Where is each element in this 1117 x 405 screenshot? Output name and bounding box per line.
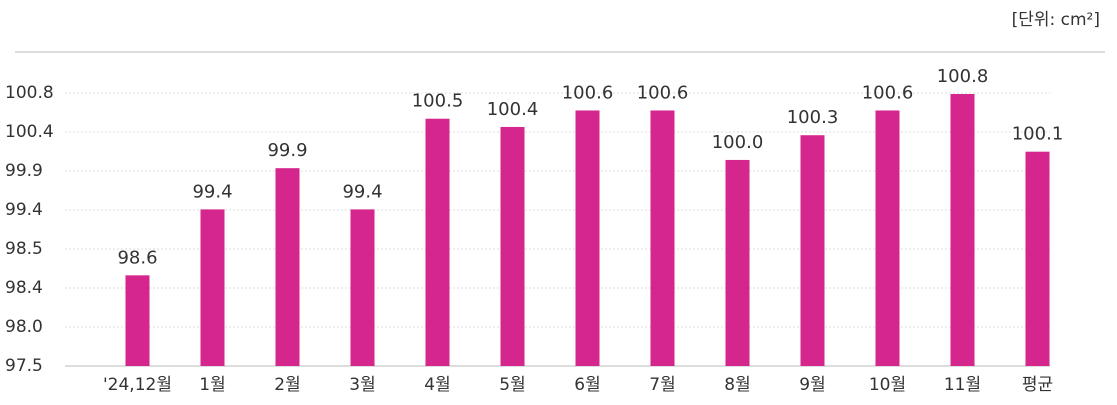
x-tick-label: 10월 [869,375,906,395]
unit-label: [단위: cm²] [1012,10,1100,30]
bar [725,159,750,366]
x-tick-label: 2월 [274,375,300,395]
x-tick-label: 3월 [349,375,375,395]
value-label: 100.0 [712,132,764,153]
x-tick-label: 8월 [724,375,750,395]
value-label: 100.6 [562,82,614,103]
bar [875,110,900,366]
y-tick-label: 100.4 [5,122,54,142]
x-tick-label: 5월 [499,375,525,395]
value-label: 99.9 [267,140,307,161]
value-label: 100.5 [412,91,464,112]
value-label: 99.4 [342,181,382,202]
x-tick-label: '24,12월 [103,375,172,395]
value-label: 99.4 [192,181,232,202]
y-tick-label: 98.5 [5,239,43,259]
x-tick-label: 9월 [799,375,825,395]
value-label: 100.1 [1012,124,1064,145]
x-tick-label: 6월 [574,375,600,395]
bar [950,94,975,366]
bar [1025,151,1050,366]
value-label: 100.4 [487,99,539,120]
value-label: 100.6 [637,82,689,103]
x-tick-label: 4월 [424,375,450,395]
bar [200,209,225,366]
value-label: 100.8 [937,66,989,87]
bar [575,110,600,366]
x-tick-label: 11월 [944,375,981,395]
bar [125,275,150,366]
y-tick-label: 98.4 [5,278,43,298]
y-tick-label: 99.9 [5,161,43,181]
bar [800,135,825,366]
y-tick-label: 97.5 [5,356,43,376]
bar [350,209,375,366]
bar [425,118,450,367]
value-label: 98.6 [117,247,157,268]
x-tick-label: 7월 [649,375,675,395]
bar [500,126,525,366]
x-tick-label: 평균 [1022,375,1053,395]
value-label: 100.3 [787,107,839,128]
bar [275,168,300,366]
bar [650,110,675,366]
x-tick-label: 1월 [199,375,225,395]
y-tick-label: 99.4 [5,200,43,220]
y-tick-label: 100.8 [5,83,54,103]
y-tick-label: 98.0 [5,317,43,337]
value-label: 100.6 [862,82,914,103]
